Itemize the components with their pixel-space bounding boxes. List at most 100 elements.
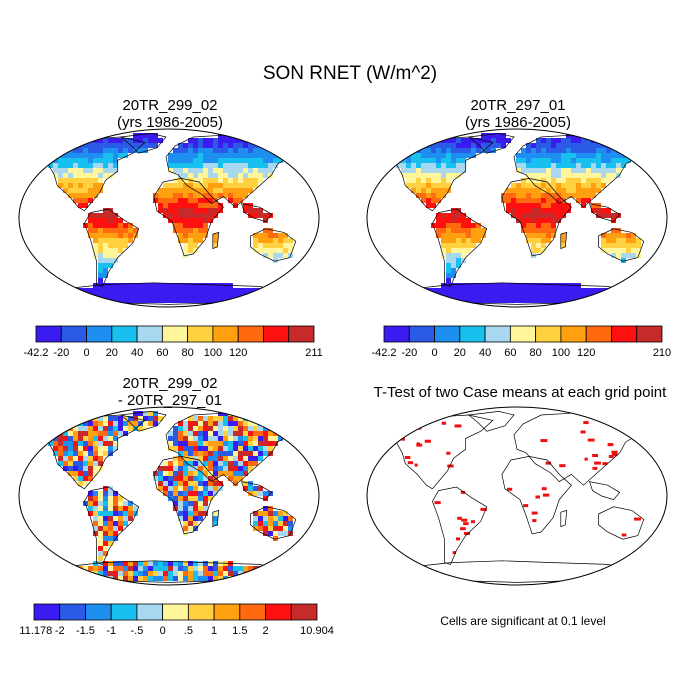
grid-cell — [213, 173, 218, 178]
grid-cell — [53, 148, 58, 153]
grid-cell — [93, 158, 98, 163]
grid-cell — [436, 183, 441, 188]
grid-cell — [536, 153, 541, 158]
grid-cell — [436, 153, 441, 158]
significant-cell — [592, 466, 598, 470]
grid-cell — [566, 168, 571, 173]
grid-cell — [446, 268, 451, 273]
grid-cell — [103, 283, 108, 288]
grid-cell — [263, 516, 268, 521]
grid-cell — [183, 233, 188, 238]
grid-cell — [178, 228, 183, 233]
grid-cell — [238, 436, 243, 441]
colorbar-label: 40 — [131, 347, 143, 359]
grid-cell — [78, 571, 83, 576]
grid-cell — [183, 243, 188, 248]
grid-cell — [283, 521, 288, 526]
grid-cell — [591, 153, 596, 158]
grid-cell — [73, 183, 78, 188]
grid-cell — [451, 153, 456, 158]
grid-cell — [531, 158, 536, 163]
grid-cell — [436, 193, 441, 198]
grid-cell — [456, 288, 461, 293]
grid-cell — [456, 153, 461, 158]
grid-cell — [198, 203, 203, 208]
grid-cell — [68, 461, 73, 466]
grid-cell — [93, 233, 98, 238]
grid-cell — [163, 208, 168, 213]
grid-cell — [248, 451, 253, 456]
grid-cell — [471, 223, 476, 228]
grid-cell — [123, 153, 128, 158]
grid-cell — [233, 188, 238, 193]
grid-cell — [238, 168, 243, 173]
grid-cell — [561, 188, 566, 193]
grid-cell — [526, 178, 531, 183]
grid-cell — [103, 531, 108, 536]
grid-cell — [233, 421, 238, 426]
grid-cell — [561, 138, 566, 143]
grid-cell — [98, 173, 103, 178]
grid-cell — [546, 233, 551, 238]
grid-cell — [208, 576, 213, 581]
grid-cell — [551, 138, 556, 143]
grid-cell — [73, 168, 78, 173]
grid-cell — [238, 183, 243, 188]
grid-cell — [83, 178, 88, 183]
grid-cell — [128, 138, 133, 143]
grid-cell — [103, 511, 108, 516]
coastline-samerica — [432, 208, 488, 287]
grid-cell — [138, 561, 143, 566]
grid-cell — [531, 163, 536, 168]
grid-cell — [83, 416, 88, 421]
grid-cell — [531, 148, 536, 153]
grid-cell — [451, 293, 456, 298]
grid-cell — [596, 213, 601, 218]
grid-cell — [153, 566, 158, 571]
grid-cell — [268, 158, 273, 163]
colorbar-label: -1.5 — [76, 625, 95, 637]
grid-cell — [153, 561, 158, 566]
grid-cell — [391, 153, 396, 158]
grid-cell — [486, 138, 491, 143]
grid-cell — [471, 288, 476, 293]
grid-cell — [93, 441, 98, 446]
grid-cell — [198, 183, 203, 188]
grid-cell — [88, 576, 93, 581]
grid-cell — [88, 436, 93, 441]
colorbar-label: -11.178 — [20, 625, 52, 637]
grid-cell — [203, 466, 208, 471]
grid-cell — [73, 451, 78, 456]
grid-cell — [63, 168, 68, 173]
grid-cell — [98, 288, 103, 293]
grid-cell — [228, 451, 233, 456]
grid-cell — [551, 163, 556, 168]
grid-cell — [93, 148, 98, 153]
grid-cell — [88, 441, 93, 446]
grid-cell — [243, 486, 248, 491]
colorbar-swatch — [86, 325, 113, 343]
grid-cell — [431, 138, 436, 143]
grid-cell — [546, 163, 551, 168]
grid-cell — [143, 571, 148, 576]
grid-cell — [193, 203, 198, 208]
grid-cell — [606, 293, 611, 298]
grid-cell — [188, 228, 193, 233]
grid-cell — [98, 416, 103, 421]
grid-cell — [586, 168, 591, 173]
grid-cell — [411, 183, 416, 188]
significant-cell — [540, 439, 548, 443]
grid-cell — [223, 456, 228, 461]
grid-cell — [481, 293, 486, 298]
grid-cell — [516, 293, 521, 298]
grid-cell — [198, 138, 203, 143]
grid-cell — [158, 188, 163, 193]
grid-cell — [173, 188, 178, 193]
grid-cell — [193, 571, 198, 576]
grid-cell — [606, 168, 611, 173]
grid-cell — [521, 208, 526, 213]
grid-cell — [233, 153, 238, 158]
grid-cell — [258, 173, 263, 178]
grid-cell — [253, 416, 258, 421]
grid-cell — [566, 293, 571, 298]
